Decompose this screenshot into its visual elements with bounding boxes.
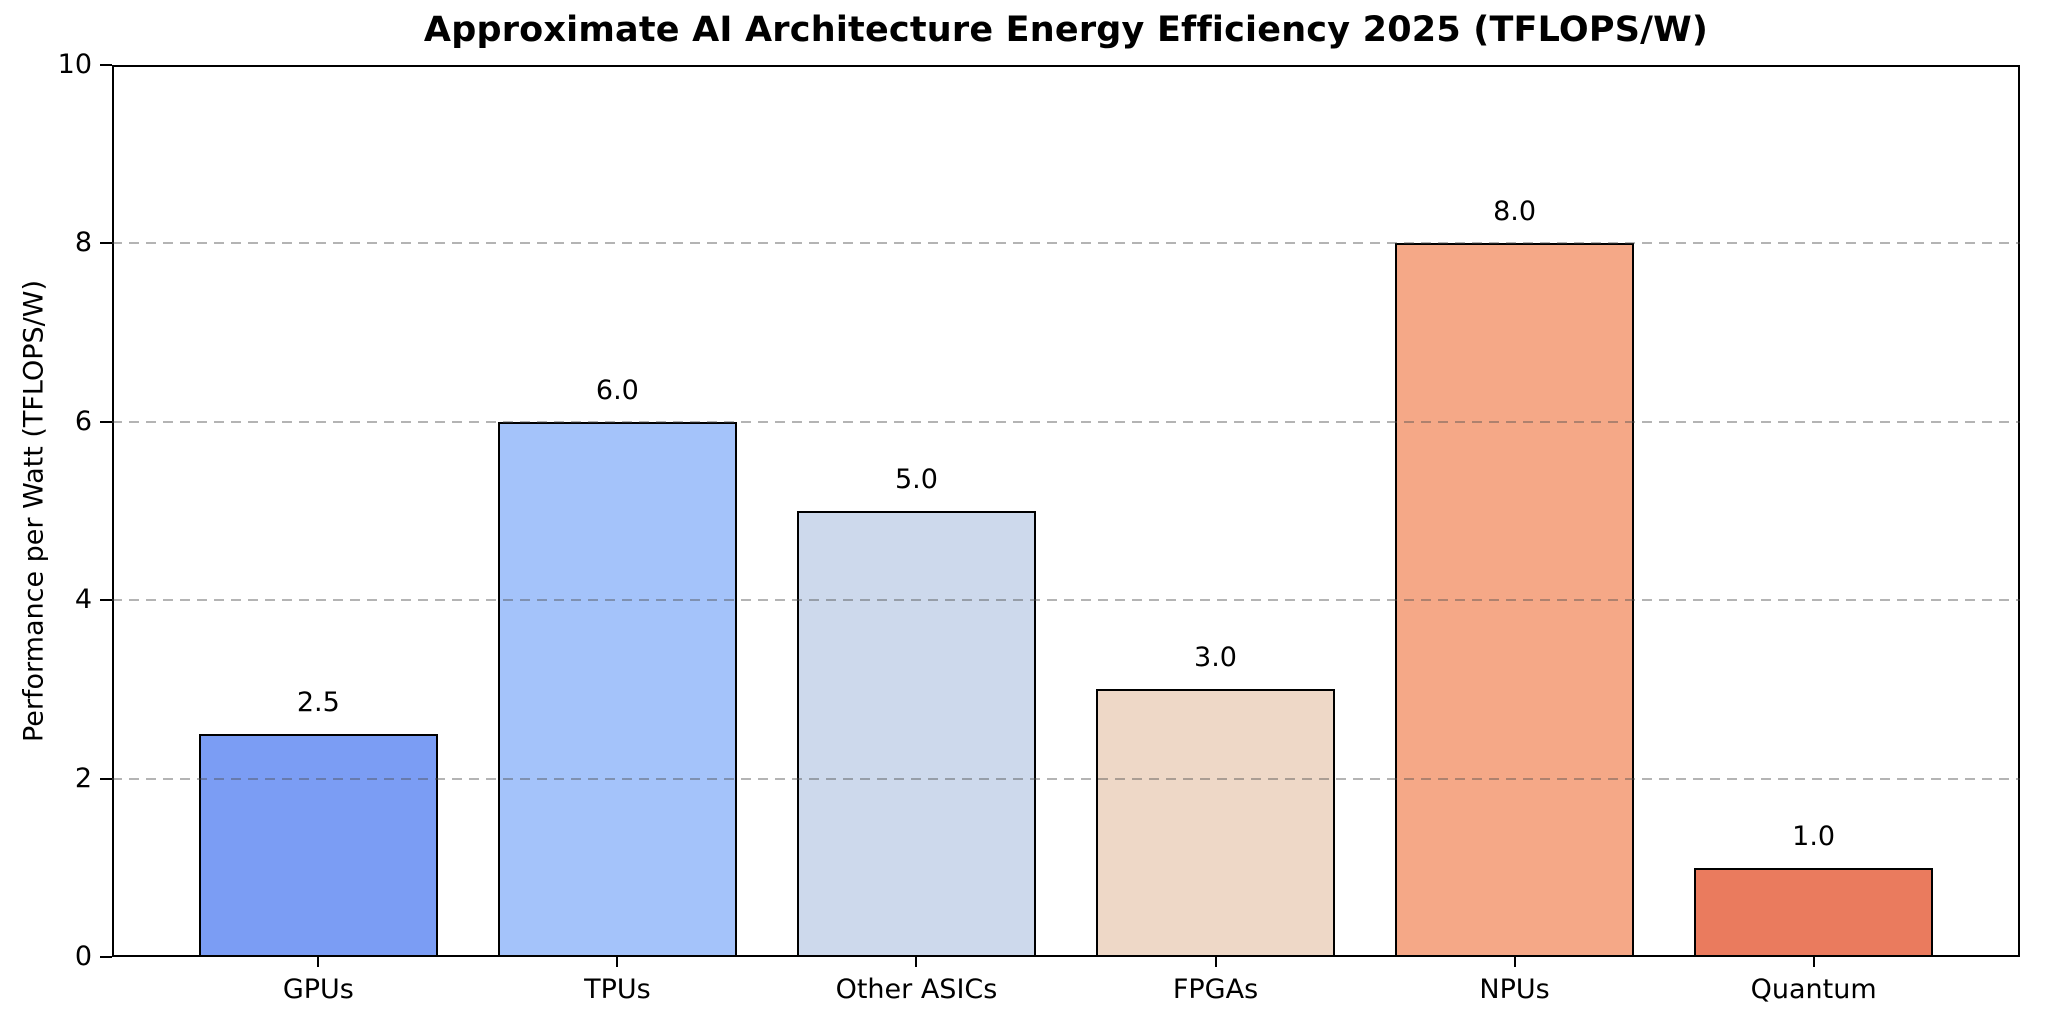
- y-tick-6: [100, 420, 112, 423]
- gridline-y-8: [112, 242, 2020, 245]
- bar-value-label-tpus: 6.0: [595, 374, 639, 406]
- bar-value-label-other-asics: 5.0: [894, 464, 938, 495]
- x-tick-quantum: [1812, 957, 1815, 967]
- bar-value-label-npus: 8.0: [1493, 196, 1537, 228]
- bar-value-label-quantum: 1.0: [1792, 820, 1836, 852]
- x-tick-tpus: [616, 957, 619, 967]
- bar-npus: [1394, 243, 1635, 957]
- x-tick-label-gpus: GPUs: [282, 974, 354, 1005]
- gridline-y-4: [112, 599, 2020, 602]
- chart-title: Approximate AI Architecture Energy Effic…: [423, 10, 1709, 50]
- bar-value-label-gpus: 2.5: [296, 687, 340, 718]
- bar-tpus: [497, 421, 738, 957]
- x-tick-label-quantum: Quantum: [1750, 974, 1877, 1005]
- bar-fpgas: [1095, 689, 1336, 957]
- x-tick-label-fpgas: FPGAs: [1172, 974, 1259, 1005]
- y-tick-10: [100, 64, 112, 66]
- y-tick-8: [100, 242, 112, 245]
- y-tick-4: [100, 599, 112, 602]
- y-tick-label-6: 6: [74, 405, 92, 437]
- y-tick-label-10: 10: [57, 49, 92, 80]
- x-tick-other-asics: [915, 957, 918, 967]
- x-tick-fpgas: [1214, 957, 1217, 967]
- x-tick-gpus: [317, 957, 320, 967]
- y-axis-label: Performance per Watt (TFLOPS/W): [18, 279, 50, 743]
- bar-other-asics: [796, 511, 1037, 957]
- bar-gpus: [198, 734, 438, 957]
- y-tick-label-2: 2: [74, 762, 92, 794]
- bar-quantum: [1694, 867, 1934, 957]
- x-tick-label-other-asics: Other ASICs: [835, 974, 998, 1005]
- y-tick-2: [100, 777, 112, 780]
- y-tick-label-0: 0: [74, 941, 92, 972]
- gridline-y-6: [112, 420, 2020, 423]
- bar-value-label-fpgas: 3.0: [1194, 642, 1237, 674]
- gridline-y-2: [112, 777, 2020, 780]
- x-tick-npus: [1513, 957, 1516, 967]
- y-tick-label-8: 8: [74, 227, 92, 259]
- y-tick-label-4: 4: [74, 584, 92, 616]
- x-tick-label-tpus: TPUs: [584, 974, 651, 1005]
- x-tick-label-npus: NPUs: [1479, 974, 1550, 1005]
- y-tick-0: [100, 956, 112, 958]
